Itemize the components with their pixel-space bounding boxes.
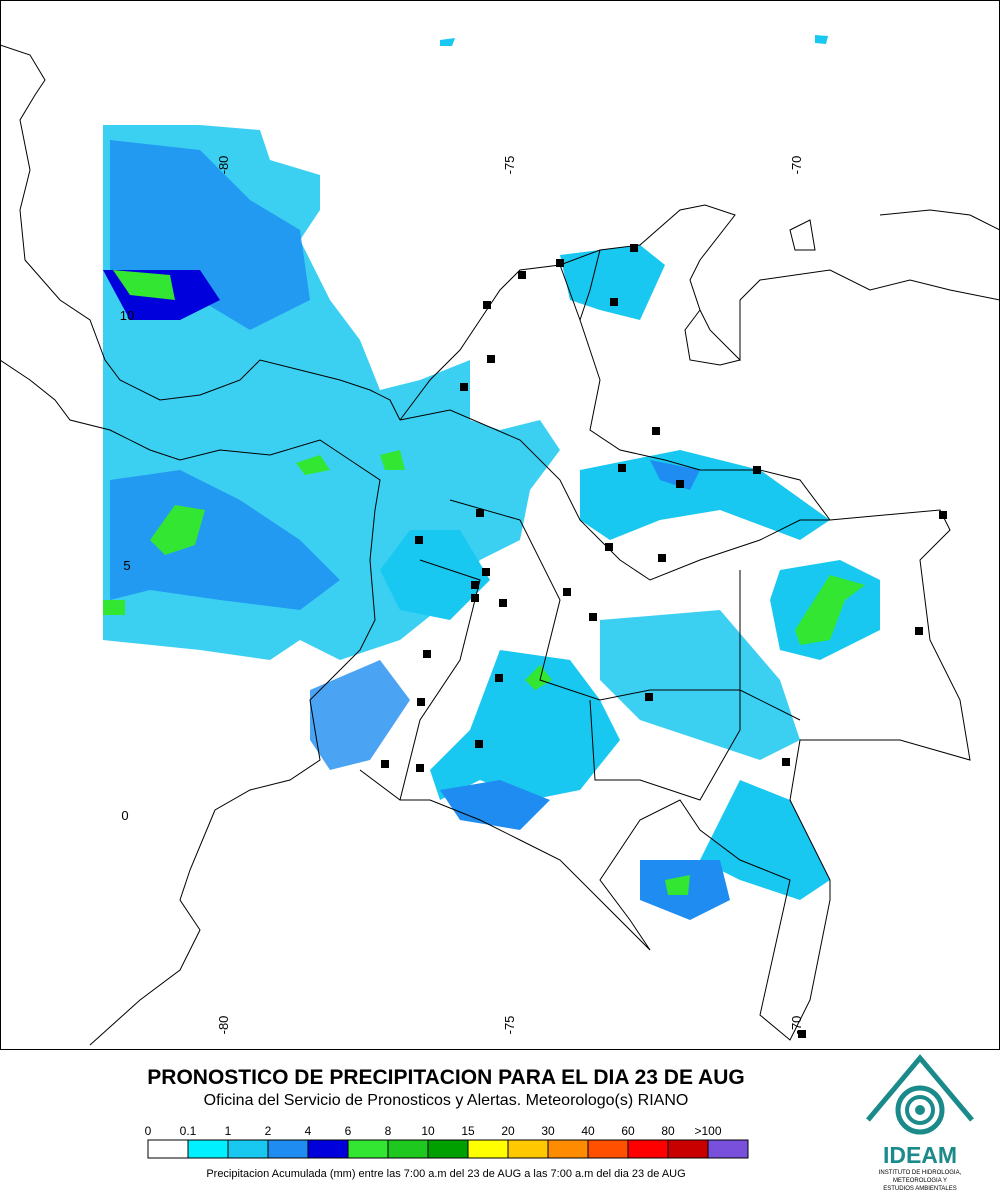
legend-label: 80 bbox=[661, 1124, 675, 1138]
legend-swatch bbox=[267, 1139, 309, 1159]
title: PRONOSTICO DE PRECIPITACION PARA EL DIA … bbox=[147, 1066, 744, 1089]
lon-label: -70 bbox=[789, 1016, 804, 1035]
logo-name: IDEAM bbox=[883, 1142, 957, 1168]
city-marker bbox=[556, 259, 564, 267]
legend-label: 20 bbox=[501, 1124, 515, 1138]
city-marker bbox=[645, 693, 653, 701]
legend-swatch bbox=[187, 1139, 229, 1159]
city-marker bbox=[471, 594, 479, 602]
legend-label: 1 bbox=[225, 1124, 232, 1138]
legend-swatch bbox=[307, 1139, 349, 1159]
city-marker bbox=[417, 698, 425, 706]
legend-label: 0.1 bbox=[180, 1124, 197, 1138]
legend-label: 60 bbox=[621, 1124, 635, 1138]
city-marker bbox=[610, 298, 618, 306]
precipitation-field bbox=[103, 35, 880, 920]
city-marker bbox=[415, 536, 423, 544]
legend-swatch bbox=[227, 1139, 269, 1159]
legend-swatch bbox=[547, 1139, 589, 1159]
coordinate-labels: -80 -75 -70 -80 -75 -70 10 5 0 bbox=[120, 156, 804, 1035]
city-marker bbox=[475, 740, 483, 748]
legend-swatch bbox=[387, 1139, 429, 1159]
subtitle: Oficina del Servicio de Pronosticos y Al… bbox=[204, 1092, 689, 1109]
city-marker bbox=[482, 568, 490, 576]
legend-swatch bbox=[467, 1139, 509, 1159]
legend-label: 4 bbox=[305, 1124, 312, 1138]
city-marker bbox=[589, 613, 597, 621]
city-marker bbox=[618, 464, 626, 472]
city-marker bbox=[483, 301, 491, 309]
lat-label: 10 bbox=[120, 308, 134, 323]
city-marker bbox=[563, 588, 571, 596]
legend-caption: Precipitacion Acumulada (mm) entre las 7… bbox=[206, 1168, 685, 1180]
legend-label: 10 bbox=[421, 1124, 435, 1138]
country-borders bbox=[359, 264, 971, 1041]
legend-swatch bbox=[627, 1139, 669, 1159]
legend-swatch bbox=[667, 1139, 709, 1159]
legend-swatch bbox=[707, 1139, 749, 1159]
city-marker bbox=[499, 599, 507, 607]
city-marker bbox=[423, 650, 431, 658]
legend-swatch bbox=[347, 1139, 389, 1159]
coastlines bbox=[0, 44, 1000, 1046]
legend-label: >100 bbox=[694, 1124, 721, 1138]
city-marker bbox=[658, 554, 666, 562]
legend-label: 30 bbox=[541, 1124, 555, 1138]
lat-label: 5 bbox=[123, 558, 130, 573]
lat-label: 0 bbox=[121, 808, 128, 823]
legend-label: 8 bbox=[385, 1124, 392, 1138]
legend: 0 0.1 1 2 4 6 8 10 15 20 30 40 60 80 >100 bbox=[145, 1124, 749, 1159]
logo-line: INSTITUTO DE HIDROLOGIA, bbox=[879, 1170, 962, 1176]
city-markers bbox=[381, 244, 947, 1038]
legend-swatch bbox=[147, 1139, 189, 1159]
lon-label: -80 bbox=[216, 1016, 231, 1035]
city-marker bbox=[487, 355, 495, 363]
lon-label: -75 bbox=[502, 1016, 517, 1035]
legend-label: 2 bbox=[265, 1124, 272, 1138]
lon-label: -70 bbox=[789, 156, 804, 175]
city-marker bbox=[381, 760, 389, 768]
city-marker bbox=[518, 271, 526, 279]
city-marker bbox=[652, 427, 660, 435]
legend-swatch bbox=[427, 1139, 469, 1159]
legend-label: 6 bbox=[345, 1124, 352, 1138]
city-marker bbox=[495, 674, 503, 682]
legend-swatch bbox=[507, 1139, 549, 1159]
city-marker bbox=[416, 764, 424, 772]
city-marker bbox=[460, 383, 468, 391]
logo-line: METEOROLOGIA Y bbox=[893, 1178, 947, 1184]
legend-label: 0 bbox=[145, 1124, 152, 1138]
city-marker bbox=[630, 244, 638, 252]
city-marker bbox=[471, 581, 479, 589]
city-marker bbox=[476, 509, 484, 517]
city-marker bbox=[676, 480, 684, 488]
legend-label: 15 bbox=[461, 1124, 475, 1138]
city-marker bbox=[605, 543, 613, 551]
city-marker bbox=[915, 627, 923, 635]
city-marker bbox=[798, 1030, 806, 1038]
legend-label: 40 bbox=[581, 1124, 595, 1138]
city-marker bbox=[782, 758, 790, 766]
legend-swatch bbox=[587, 1139, 629, 1159]
logo-line: ESTUDIOS AMBIENTALES bbox=[883, 1186, 957, 1192]
logo: IDEAM INSTITUTO DE HIDROLOGIA, METEOROLO… bbox=[866, 1054, 974, 1192]
city-marker bbox=[753, 466, 761, 474]
lon-label: -75 bbox=[502, 156, 517, 175]
city-marker bbox=[939, 511, 947, 519]
lon-label: -80 bbox=[216, 156, 231, 175]
